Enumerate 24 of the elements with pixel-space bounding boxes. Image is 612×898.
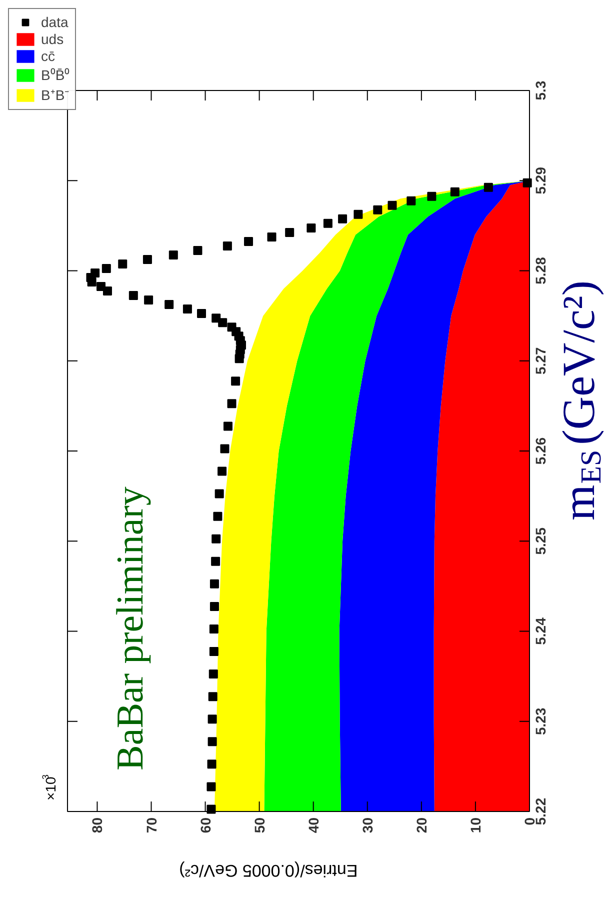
x-tick-label: 30 — [359, 817, 376, 834]
legend-label: data — [41, 14, 68, 30]
y-tick-label: 5.27 — [532, 347, 548, 374]
legend-label: uds — [41, 31, 64, 47]
y-tick-label: 5.28 — [532, 256, 548, 284]
legend-label: cc̄ — [41, 48, 56, 64]
y-tick-label: 5.3 — [532, 80, 548, 100]
x-tick-label: 60 — [197, 817, 214, 834]
x-axis-title: Entries/(0.0005 GeV/c²) — [179, 861, 358, 880]
y-tick-label: 5.25 — [532, 527, 548, 555]
y-axis-title: mES(GeV/c²) — [553, 280, 608, 520]
x-tick-label: 70 — [143, 817, 160, 834]
x-tick-label: 50 — [251, 817, 268, 834]
y-tick-label: 5.29 — [532, 166, 548, 194]
annotation: BaBar preliminary — [110, 486, 152, 770]
y-tick-label: 5.24 — [532, 617, 548, 645]
legend-label: B⁰B̄⁰ — [41, 66, 70, 84]
y-tick-label: 5.23 — [532, 708, 548, 735]
x-tick-label: 40 — [305, 817, 322, 834]
x-tick-label: 10 — [467, 817, 484, 834]
x-tick-label: 20 — [413, 817, 430, 834]
legend-label: B⁺B⁻ — [41, 86, 70, 104]
x-tick-label: 80 — [89, 817, 106, 834]
y-tick-label: 5.26 — [532, 437, 548, 465]
